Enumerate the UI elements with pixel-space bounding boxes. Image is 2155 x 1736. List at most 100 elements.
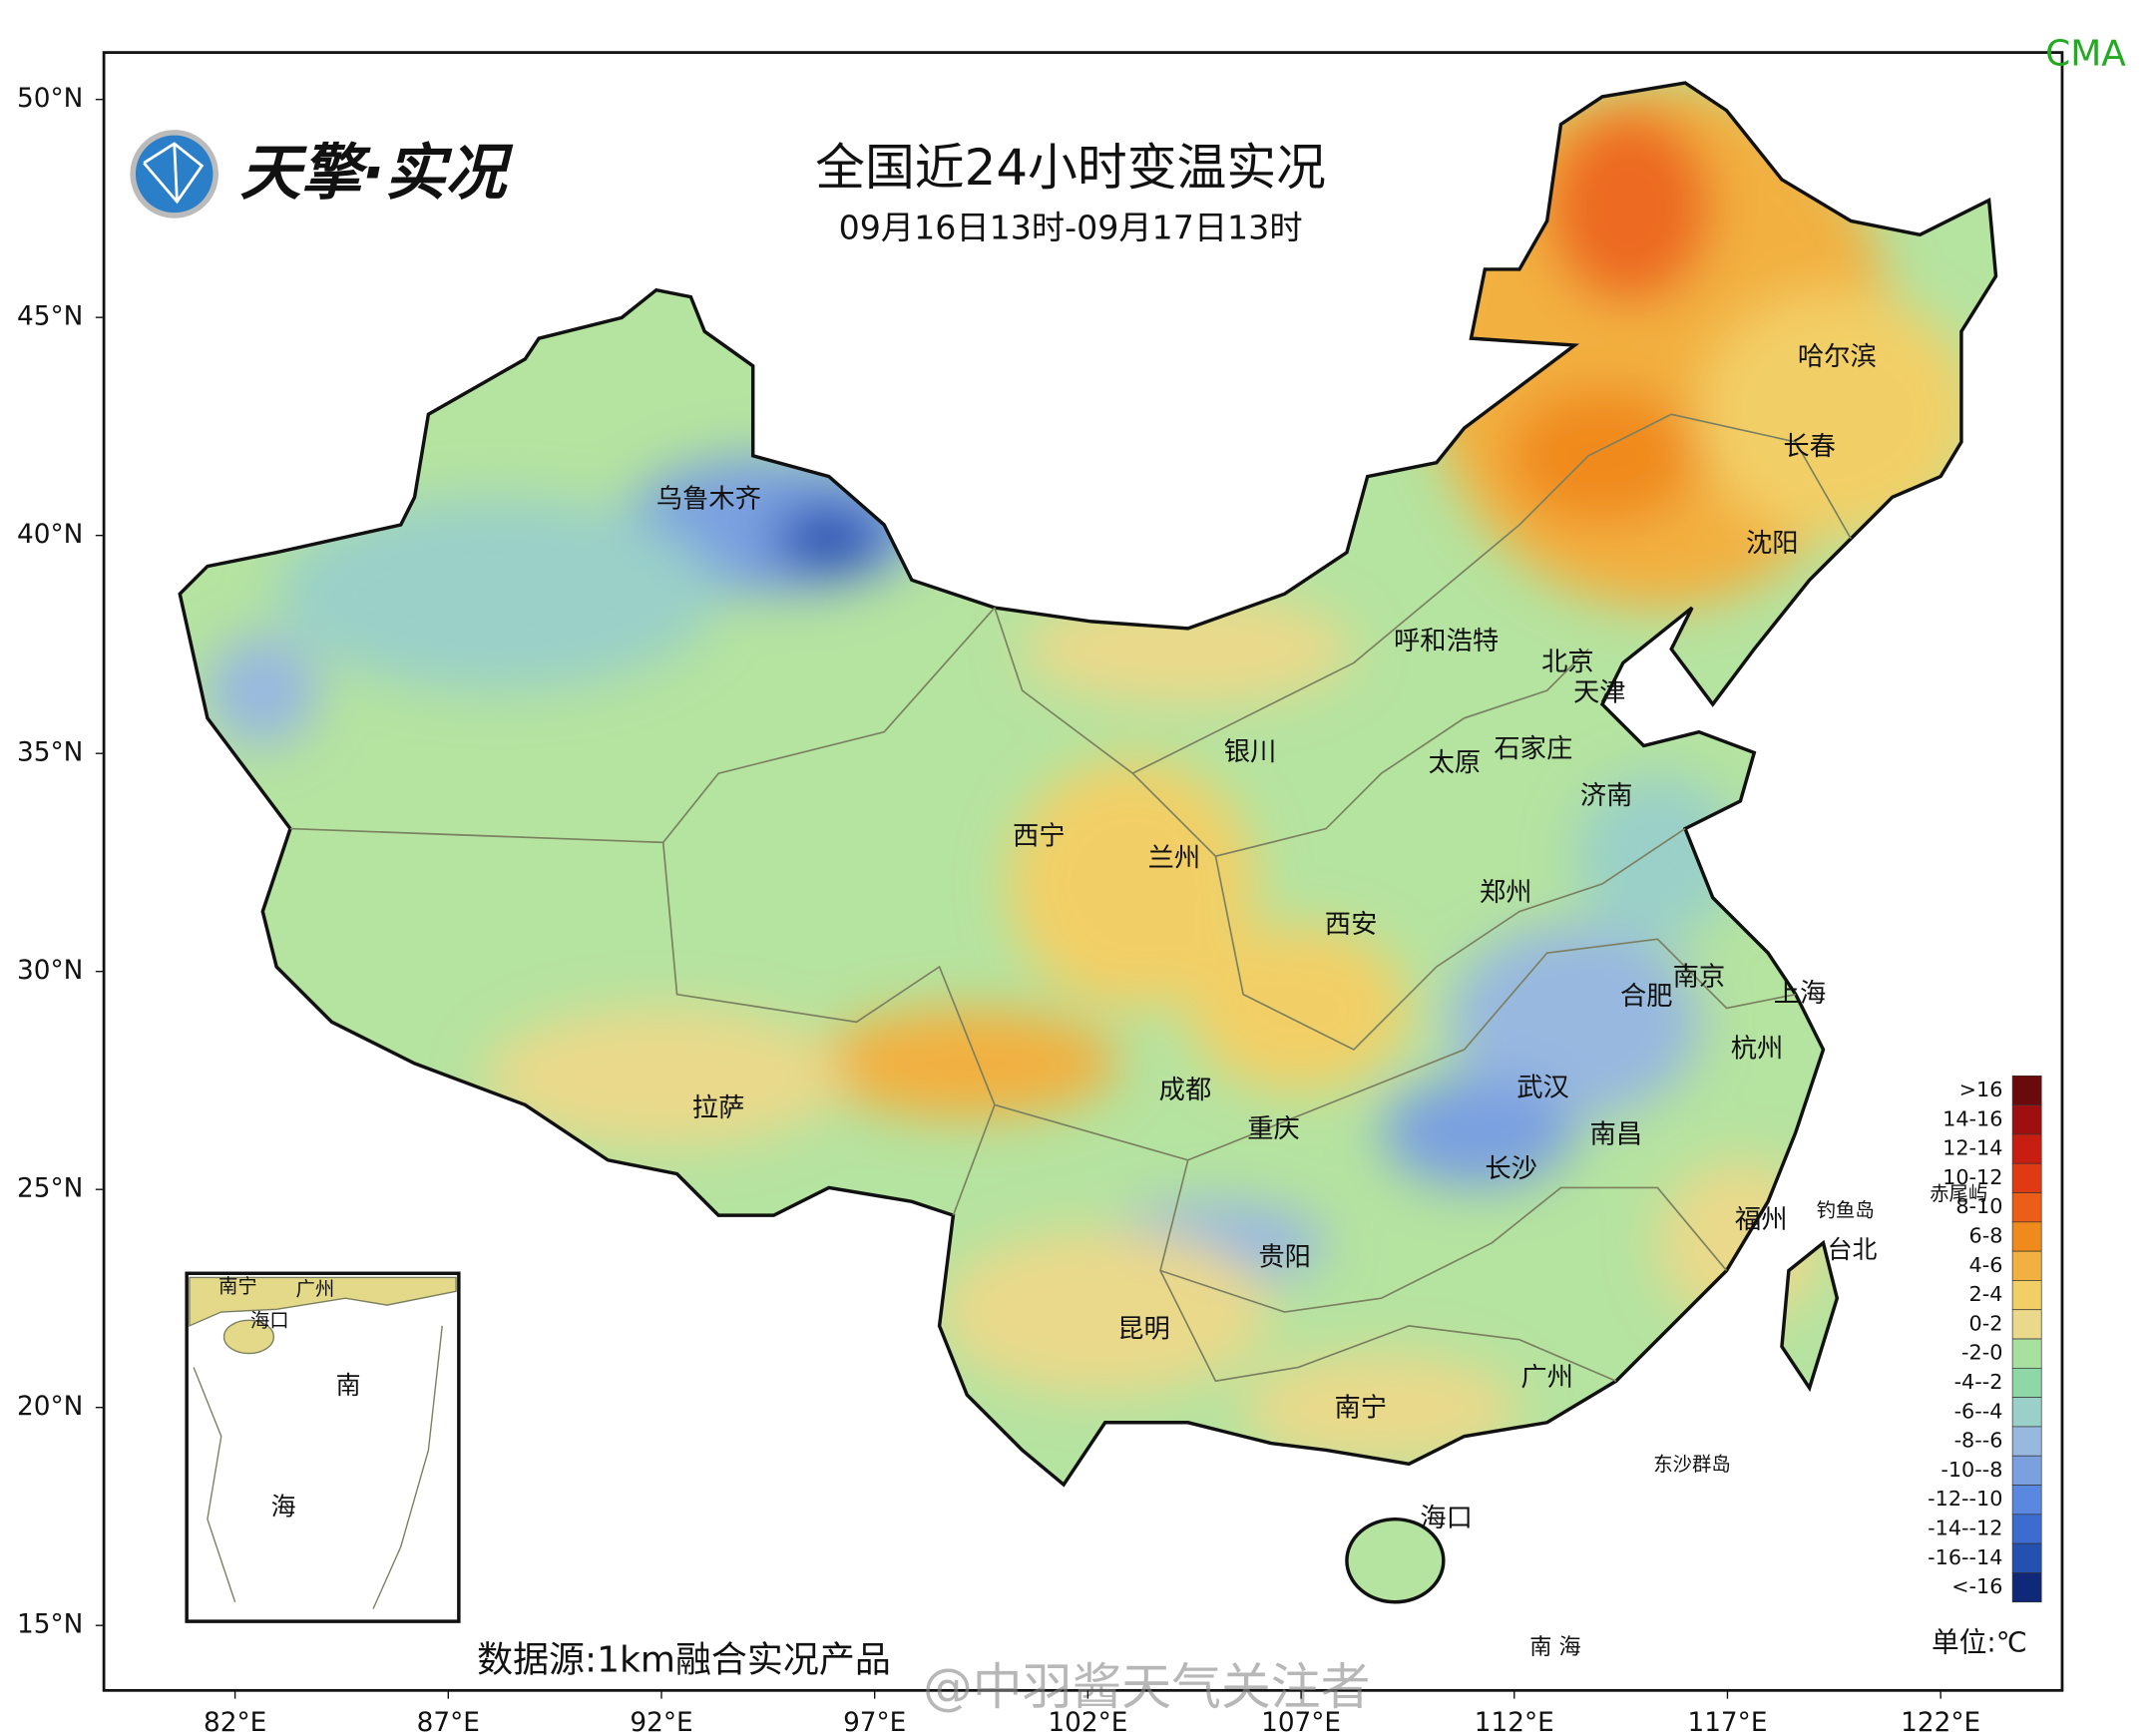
map-title: 全国近24小时变温实况: [815, 139, 1326, 197]
island-label: 东沙群岛: [1653, 1453, 1730, 1476]
map-subtitle: 09月16日13时-09月17日13时: [839, 208, 1303, 246]
legend-label: 14-16: [1942, 1106, 2002, 1130]
legend-label: <-16: [1951, 1574, 2002, 1598]
legend-swatch: [2011, 1075, 2042, 1105]
lat-label: 50°N: [17, 84, 83, 114]
legend-label: 0-2: [1969, 1311, 2003, 1335]
lat-label: 30°N: [17, 956, 83, 986]
legend-swatch: [2011, 1514, 2042, 1544]
legend-label: -4--2: [1954, 1370, 2003, 1394]
legend-swatch: [2011, 1485, 2042, 1516]
city-label: 重庆: [1247, 1114, 1300, 1144]
island-label: 台北: [1828, 1235, 1878, 1264]
inset-label: 海口: [250, 1309, 289, 1332]
lon-label: 112°E: [1475, 1708, 1554, 1736]
lon-label: 97°E: [843, 1708, 906, 1736]
legend-swatch: [2011, 1338, 2042, 1369]
inset-label: 南宁: [218, 1275, 257, 1298]
inset-label: 广州: [296, 1277, 335, 1300]
lon-label: 107°E: [1261, 1708, 1341, 1736]
legend-label: -14--12: [1928, 1516, 2002, 1539]
legend-swatch: [2011, 1250, 2042, 1281]
legend-label: >16: [1959, 1078, 2003, 1101]
city-label: 武汉: [1516, 1073, 1569, 1102]
city-label: 呼和浩特: [1394, 627, 1499, 656]
city-label: 太原: [1429, 748, 1482, 778]
lon-label: 122°E: [1901, 1708, 1980, 1736]
lon-label: 92°E: [630, 1708, 692, 1736]
logo-text: 天擎·实况: [240, 138, 514, 209]
city-label: 广州: [1520, 1363, 1573, 1393]
legend-label: -2-0: [1961, 1341, 2002, 1365]
legend-label: 8-10: [1955, 1194, 2002, 1218]
data-source: 数据源:1km融合实况产品: [477, 1639, 891, 1680]
island-label: 赤尾屿: [1930, 1182, 1987, 1205]
city-label: 合肥: [1620, 982, 1673, 1012]
city-label: 长沙: [1485, 1154, 1537, 1184]
legend-label: 2-4: [1969, 1282, 2003, 1306]
island-label: 南 海: [1529, 1634, 1580, 1660]
lat-label: 15°N: [17, 1610, 83, 1640]
lat-label: 45°N: [17, 302, 83, 332]
legend-label: 12-14: [1942, 1136, 2002, 1160]
lon-label: 102°E: [1048, 1708, 1127, 1736]
legend-swatch: [2011, 1221, 2042, 1252]
inset-map: [185, 1271, 461, 1623]
city-label: 南京: [1673, 963, 1726, 993]
legend-swatch: [2011, 1133, 2042, 1164]
logo: [130, 130, 218, 218]
inset-label: 海: [271, 1493, 296, 1521]
legend-swatch: [2011, 1542, 2042, 1573]
city-label: 西安: [1325, 910, 1378, 940]
legend-label: -8--6: [1954, 1429, 2003, 1453]
lon-label: 82°E: [204, 1708, 266, 1736]
city-label: 西宁: [1013, 821, 1066, 851]
city-label: 乌鲁木齐: [656, 485, 761, 515]
city-label: 杭州: [1731, 1035, 1784, 1065]
city-label: 哈尔滨: [1798, 342, 1877, 372]
legend-unit: 单位:℃: [1932, 1625, 2027, 1658]
city-label: 上海: [1774, 979, 1827, 1009]
watermark: @中羽酱天气关注者: [923, 1658, 1370, 1716]
city-label: 天津: [1573, 677, 1626, 707]
legend-label: 4-6: [1969, 1253, 2003, 1277]
legend-swatch: [2011, 1572, 2042, 1603]
city-label: 兰州: [1148, 844, 1201, 874]
city-label: 济南: [1580, 781, 1633, 811]
city-label: 昆明: [1117, 1315, 1170, 1345]
lat-label: 25°N: [17, 1174, 83, 1204]
inset-label: 南: [336, 1371, 361, 1400]
island-label: 钓鱼岛: [1817, 1198, 1875, 1221]
legend-swatch: [2011, 1309, 2042, 1340]
legend-swatch: [2011, 1162, 2042, 1193]
city-label: 南昌: [1590, 1119, 1643, 1149]
city-label: 北京: [1541, 648, 1594, 677]
legend-label: -12--10: [1928, 1487, 2002, 1511]
city-label: 福州: [1735, 1205, 1788, 1235]
agency-mark: CMA: [2045, 33, 2126, 74]
city-label: 拉萨: [692, 1093, 745, 1123]
legend-label: -10--8: [1940, 1458, 2002, 1482]
city-label: 长春: [1783, 432, 1836, 462]
lat-label: 20°N: [17, 1392, 83, 1422]
city-label: 成都: [1159, 1076, 1212, 1105]
city-label: 石家庄: [1494, 734, 1572, 764]
city-label: 沈阳: [1746, 529, 1799, 559]
legend-swatch: [2011, 1192, 2042, 1223]
legend-label: 10-12: [1942, 1165, 2002, 1189]
legend-swatch: [2011, 1455, 2042, 1486]
city-label: 南宁: [1334, 1393, 1387, 1423]
province-borders: [289, 413, 1852, 1383]
legend-swatch: [2011, 1367, 2042, 1398]
lon-label: 117°E: [1687, 1708, 1767, 1736]
legend-label: -16--14: [1928, 1545, 2002, 1569]
city-label: 贵阳: [1258, 1243, 1311, 1273]
legend-swatch: [2011, 1280, 2042, 1311]
legend-swatch: [2011, 1104, 2042, 1135]
city-label: 郑州: [1480, 878, 1532, 908]
city-label: 海口: [1420, 1504, 1473, 1533]
lat-label: 40°N: [17, 520, 83, 550]
lon-label: 87°E: [417, 1708, 480, 1736]
